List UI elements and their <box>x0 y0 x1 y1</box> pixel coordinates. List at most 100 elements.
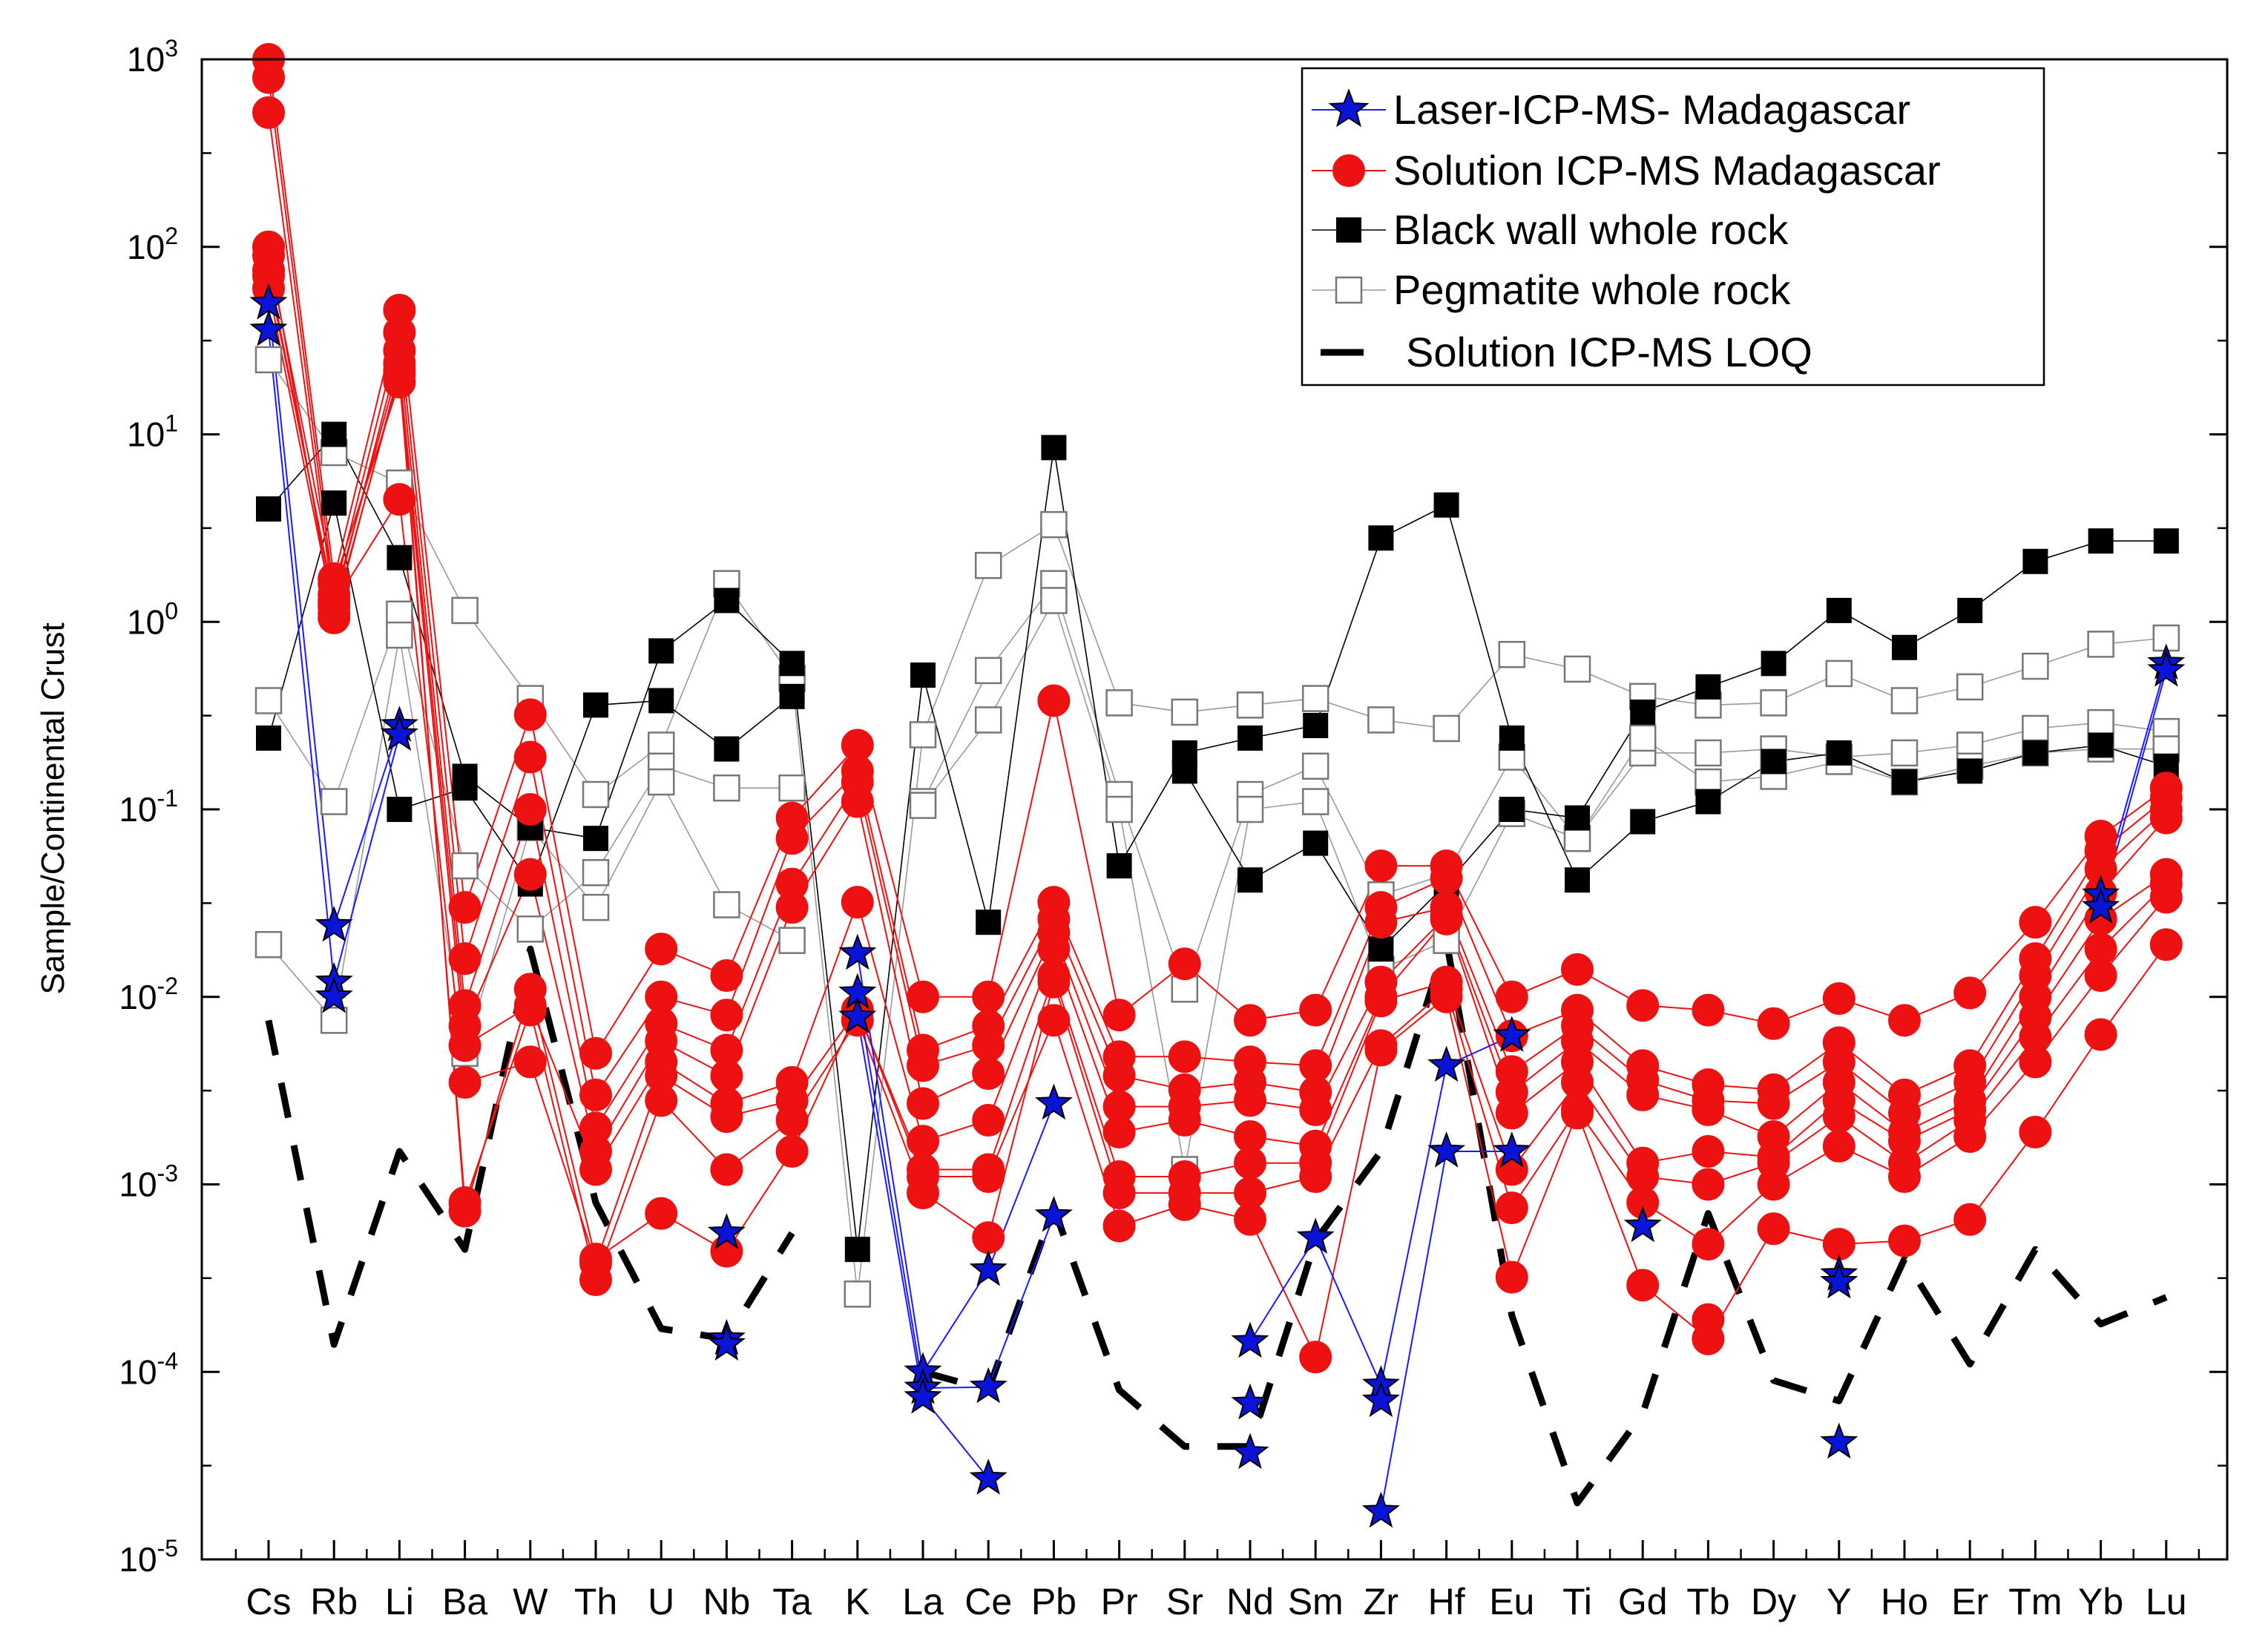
laser-point <box>2082 887 2120 924</box>
laser-point <box>1296 1217 1335 1254</box>
x-tick-label-nb: Nb <box>703 1581 750 1622</box>
solution-point <box>1757 1007 1790 1040</box>
black-wall-point <box>1237 725 1263 751</box>
laser-point <box>1493 1131 1531 1168</box>
black-wall-point <box>2022 740 2048 766</box>
solution-point <box>1234 1004 1266 1037</box>
pegmatite-point <box>909 792 937 819</box>
y-tick-label: 10-1 <box>119 785 178 829</box>
legend-label-laser: Laser-ICP-MS- Madagascar <box>1393 86 1910 133</box>
solution-point <box>1757 1087 1790 1120</box>
series-line-laser <box>856 953 1055 1373</box>
solution-point <box>1822 981 1856 1015</box>
y-tick-label: 103 <box>127 35 178 79</box>
black-wall-point <box>844 1237 870 1263</box>
black-wall-point <box>1368 525 1394 551</box>
x-tick-label-pr: Pr <box>1101 1581 1138 1622</box>
solution-point <box>1953 1119 1987 1153</box>
solution-point <box>1102 1209 1136 1243</box>
solution-point <box>1757 1212 1790 1246</box>
pegmatite-point <box>1498 640 1526 668</box>
pegmatite-point <box>2087 708 2114 737</box>
pegmatite-point <box>254 687 283 714</box>
solution-point <box>1757 1168 1790 1201</box>
black-wall-point <box>714 736 740 762</box>
solution-point <box>1234 1084 1266 1117</box>
black-wall-point <box>1499 725 1525 751</box>
legend: Laser-ICP-MS- Madagascar Solution ICP-MS… <box>1301 67 2045 387</box>
solution-point <box>448 891 481 924</box>
x-tick-label-tm: Tm <box>2008 1581 2062 1622</box>
black-wall-point <box>1892 769 1917 795</box>
pegmatite-point <box>1040 510 1068 539</box>
solution-point <box>513 698 547 731</box>
legend-entry-laser: Laser-ICP-MS- Madagascar <box>1312 86 1910 133</box>
series-line-black-wall <box>1184 540 2166 950</box>
solution-point <box>907 1125 939 1158</box>
solution-point <box>448 1065 481 1099</box>
black-wall-point <box>1171 758 1197 784</box>
laser-point <box>707 1324 746 1361</box>
solution-point <box>1626 1269 1660 1302</box>
solution-point <box>579 1153 612 1186</box>
solution-point <box>1364 1033 1398 1067</box>
solution-point <box>513 740 547 774</box>
plot-markers <box>249 43 2186 1528</box>
y-tick-label: 102 <box>127 223 178 266</box>
solution-point <box>513 1045 547 1079</box>
solution-point <box>318 584 351 617</box>
black-wall-point <box>714 588 740 614</box>
laser-point <box>1361 1491 1400 1528</box>
black-wall-point <box>1630 809 1656 835</box>
pegmatite-point <box>1956 673 1984 701</box>
x-tick-label-lu: Lu <box>2146 1581 2187 1622</box>
solution-point <box>1102 999 1136 1032</box>
laser-point <box>380 714 418 752</box>
solution-point <box>1299 993 1332 1027</box>
black-wall-point <box>583 826 608 852</box>
y-tick-label: 10-3 <box>119 1160 178 1204</box>
solution-point <box>1430 902 1463 935</box>
solution-point <box>972 1221 1005 1254</box>
solution-point <box>2084 958 2117 992</box>
pegmatite-point <box>1760 689 1787 717</box>
legend-label-solution: Solution ICP-MS Madagascar <box>1393 147 1941 194</box>
laser-point <box>1623 1206 1662 1243</box>
solution-point <box>710 1100 743 1134</box>
x-tick-label-sm: Sm <box>1288 1581 1344 1622</box>
solution-point <box>1692 1168 1725 1201</box>
laser-point <box>1034 1195 1073 1232</box>
pegmatite-point <box>1171 976 1199 1003</box>
black-wall-point <box>387 545 412 570</box>
solution-point <box>1102 1177 1136 1210</box>
solution-point <box>710 1153 743 1186</box>
solution-point <box>1299 1341 1332 1374</box>
laser-point <box>1820 1422 1858 1459</box>
x-tick-label-k: K <box>845 1581 870 1622</box>
solution-point <box>1102 1116 1136 1149</box>
black-wall-point <box>2088 732 2114 758</box>
solution-point <box>1692 1303 1725 1336</box>
black-wall-point <box>256 496 281 522</box>
solution-point <box>1037 684 1071 717</box>
black-wall-point <box>1106 853 1132 879</box>
laser-point <box>904 1377 942 1414</box>
solution-point <box>710 1059 743 1092</box>
x-tick-label-cs: Cs <box>246 1581 291 1622</box>
x-tick-label-y: Y <box>1827 1581 1851 1622</box>
black-wall-point <box>1826 597 1852 623</box>
black-wall-point <box>1499 797 1525 822</box>
x-tick-label-yb: Yb <box>2078 1581 2123 1622</box>
pegmatite-point <box>2087 631 2114 658</box>
solution-point <box>2084 1018 2117 1051</box>
black-wall-point <box>256 725 281 751</box>
solution-point <box>972 1160 1005 1194</box>
x-tick-label-gd: Gd <box>1618 1581 1668 1622</box>
laser-point <box>315 905 353 942</box>
solution-point <box>1692 1228 1725 1261</box>
solution-point <box>448 942 481 976</box>
black-wall-point <box>1826 740 1852 766</box>
black-wall-point <box>1303 830 1329 856</box>
solution-point <box>645 1197 678 1230</box>
